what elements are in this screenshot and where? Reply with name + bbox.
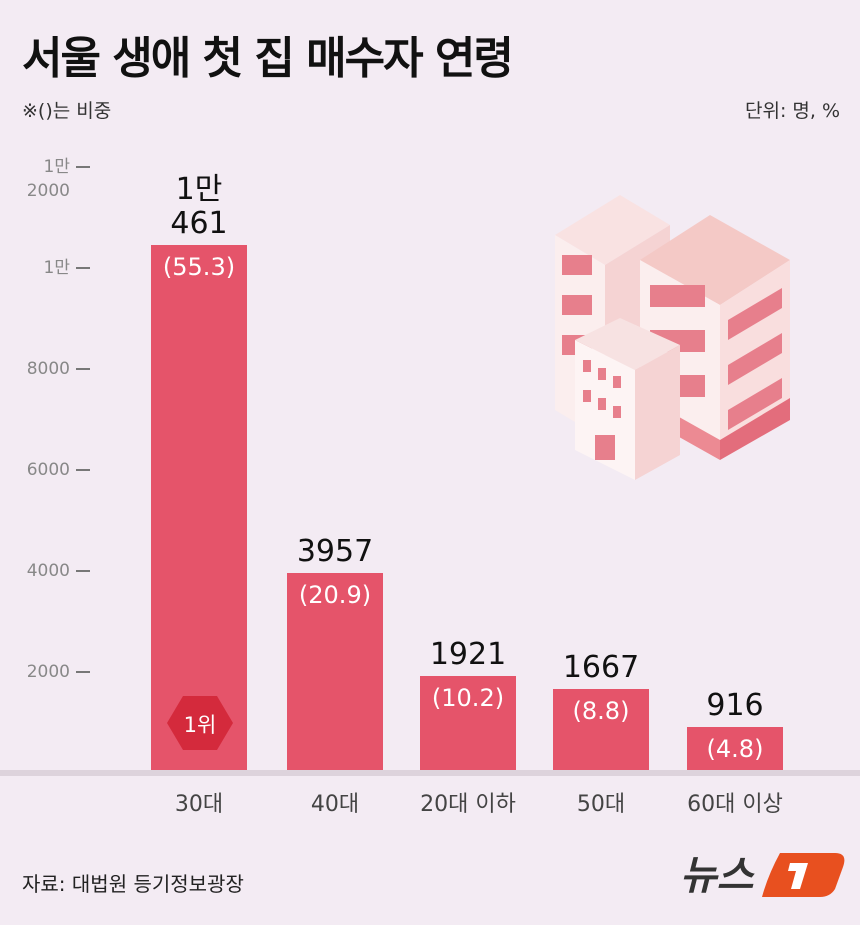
unit-label: 단위: 명, % [744, 100, 840, 122]
share-label: (55.3) [162, 252, 236, 281]
note: ※()는 비중 [22, 100, 112, 122]
data-label: 1921 [400, 636, 536, 672]
share-label: (20.9) [298, 581, 372, 610]
bar [687, 726, 783, 773]
building-illustration-icon [555, 195, 790, 480]
rank-badge: 1위 [167, 696, 233, 750]
data-label: 1만 461 [131, 171, 267, 241]
x-tick-label: 30대 [174, 792, 224, 817]
data-label: 3957 [267, 535, 403, 569]
data-label-line: 1667 [562, 649, 640, 685]
hexagon-icon [167, 696, 233, 750]
y-tick-mark [76, 671, 90, 673]
x-tick-label: 20대 이하 [420, 792, 516, 817]
chart-title: 서울 생애 첫 집 매수자 연령 [22, 33, 514, 84]
y-tick-mark [76, 267, 90, 269]
rank-badge-label: 1위 [184, 713, 217, 737]
share-label: (4.8) [706, 734, 764, 763]
y-tick-label: 4000 [26, 561, 70, 581]
bar [420, 675, 516, 773]
y-tick-label: 1만 2000 [26, 157, 70, 201]
logo-text-icon: 뉴스 [680, 853, 756, 899]
data-label-line: 3957 [296, 534, 374, 570]
x-tick-label: 60대 이상 [687, 792, 783, 817]
data-label-line: 1만 [175, 171, 223, 207]
x-tick-label: 50대 [576, 792, 626, 817]
data-label-line: 461 [170, 205, 228, 241]
x-tick-label: 40대 [310, 792, 360, 817]
data-label: 916 [667, 687, 803, 723]
share-label: (10.2) [431, 683, 505, 712]
news1-logo: 뉴스 [680, 845, 845, 904]
data-label: 1667 [533, 649, 669, 685]
source: 자료: 대법원 등기정보광장 [22, 872, 244, 896]
bar [151, 244, 247, 773]
y-tick-label: 2000 [26, 662, 70, 682]
x-axis-baseline [0, 770, 860, 776]
bar [553, 688, 649, 773]
data-label-line: 916 [706, 687, 764, 723]
share-label: (8.8) [572, 696, 630, 725]
bar [287, 573, 383, 773]
y-tick-mark [76, 469, 90, 471]
y-tick-mark [76, 570, 90, 572]
y-tick-mark [76, 166, 90, 168]
y-tick-label: 8000 [26, 359, 70, 379]
y-tick-mark [76, 368, 90, 370]
y-tick-label: 1만 [43, 258, 70, 278]
y-tick-label: 6000 [26, 460, 70, 480]
data-label-line: 1921 [429, 636, 507, 672]
